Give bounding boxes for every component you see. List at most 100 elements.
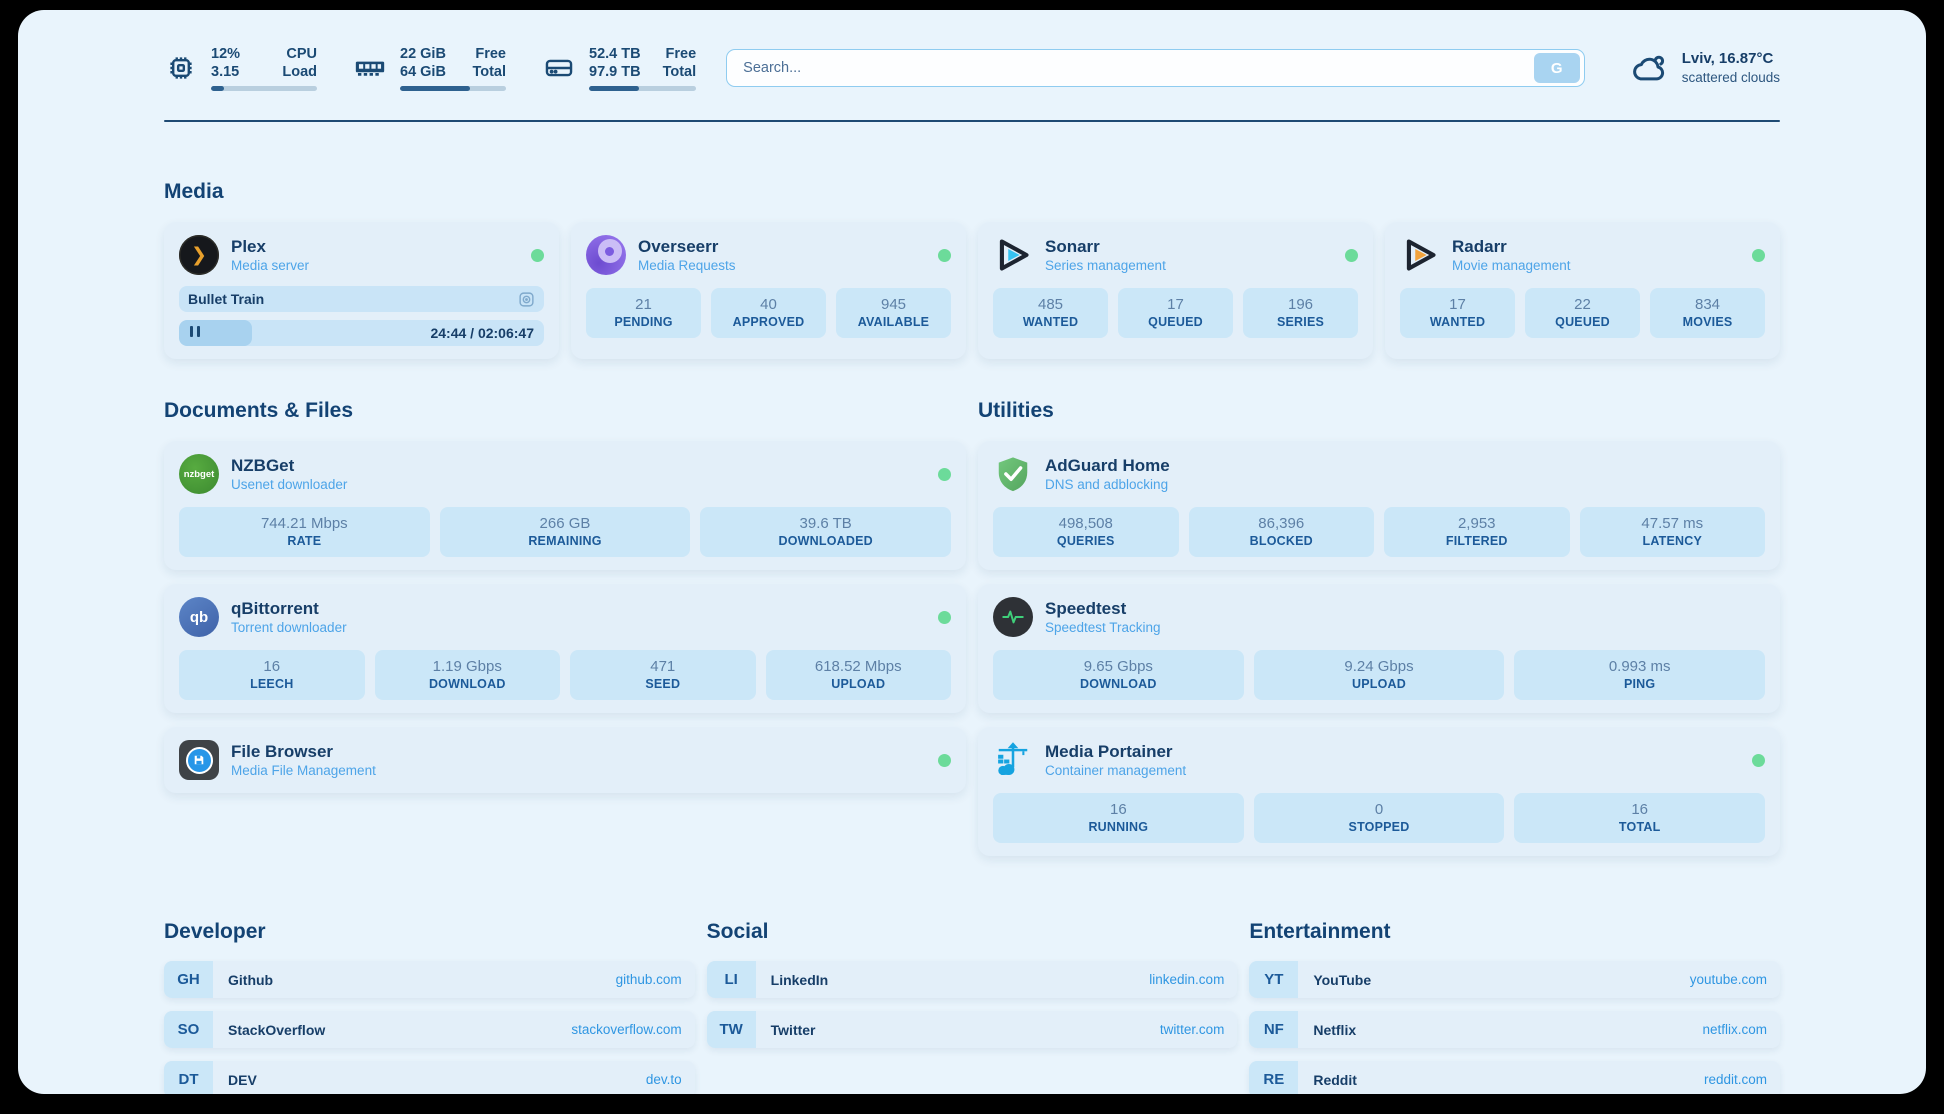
app-description: Speedtest Tracking [1045, 619, 1161, 635]
top-bar: 12% CPU 3.15 Load 22 GiB Free 64 GiB Total [164, 40, 1780, 96]
bookmark-linkedin[interactable]: LI LinkedIn linkedin.com [706, 961, 1238, 998]
stat-stopped: 0 STOPPED [1253, 793, 1505, 843]
bookmark-name: YouTube [1313, 971, 1372, 988]
cpu-usage-value: 12% [211, 46, 241, 62]
app-card-sonarr[interactable]: Sonarr Series management 485 WANTED 17 QUE… [978, 222, 1373, 359]
disk-free-value: 52.4 TB [589, 46, 641, 62]
bookmark-url: dev.to [645, 1072, 682, 1087]
bookmark-stackoverflow[interactable]: SO StackOverflow stackoverflow.com [164, 1011, 695, 1048]
app-title: Sonarr [1045, 236, 1100, 256]
status-dot-online [1345, 248, 1358, 262]
weather-widget: Lviv, 16.87°C scattered clouds [1629, 48, 1780, 88]
stat-queries: 498,508 QUERIES [993, 507, 1179, 557]
stat-queued: 22 QUEUED [1525, 288, 1640, 338]
stat-queued: 17 QUEUED [1118, 288, 1233, 338]
app-card-overseerr[interactable]: Overseerr Media Requests 21 PENDING 40 APP… [571, 222, 966, 359]
section-title-utilities: Utilities [978, 399, 1054, 422]
stat-download: 9.65 Gbps DOWNLOAD [993, 650, 1244, 700]
ram-free-value: 22 GiB [400, 46, 446, 62]
stat-seed: 471 SEED [570, 650, 756, 700]
app-description: Media Requests [638, 257, 736, 273]
bookmark-name: Reddit [1313, 1071, 1357, 1088]
filebrowser-icon [179, 740, 219, 780]
ram-label-top: Free [475, 46, 506, 62]
app-card-adguard[interactable]: AdGuard Home DNS and adblocking 498,508 Q… [978, 441, 1780, 570]
app-description: Usenet downloader [231, 476, 348, 492]
bookmark-reddit[interactable]: RE Reddit reddit.com [1249, 1061, 1780, 1094]
stat-download: 1.19 Gbps DOWNLOAD [374, 650, 560, 700]
app-description: DNS and adblocking [1045, 476, 1169, 492]
plex-playback-progress: 24:44 / 02:06:47 [179, 320, 544, 346]
bookmark-youtube[interactable]: YT YouTube youtube.com [1249, 961, 1780, 998]
bookmark-section-developer: Developer GH Github github.com SO StackO… [164, 920, 695, 1094]
bookmark-name: StackOverflow [228, 1021, 326, 1038]
app-card-speedtest[interactable]: Speedtest Speedtest Tracking 9.65 Gbps DO… [978, 584, 1780, 713]
bookmark-url: reddit.com [1703, 1072, 1767, 1087]
app-card-qbittorrent[interactable]: qb qBittorrent Torrent downloader 16 LEEC… [164, 584, 966, 713]
bookmark-name: Twitter [770, 1021, 816, 1038]
search-engine-button[interactable]: G [1533, 53, 1580, 83]
ram-icon [355, 61, 385, 76]
bookmark-github[interactable]: GH Github github.com [164, 961, 695, 998]
stat-wanted: 485 WANTED [993, 288, 1108, 338]
cpu-icon [170, 57, 192, 79]
portainer-icon [993, 740, 1033, 780]
app-description: Movie management [1452, 257, 1571, 273]
stat-downloaded: 39.6 TB DOWNLOADED [700, 507, 951, 557]
app-title: Plex [231, 236, 266, 256]
stat-running: 16 RUNNING [993, 793, 1244, 843]
disk-label-top: Free [665, 46, 697, 62]
bookmark-abbr: NF [1249, 1011, 1299, 1048]
stat-total: 16 TOTAL [1514, 793, 1765, 843]
cpu-label-bottom: Load [282, 64, 317, 80]
bookmark-netflix[interactable]: NF Netflix netflix.com [1249, 1011, 1780, 1048]
search-bar: G [726, 49, 1585, 87]
adguard-icon [993, 454, 1033, 494]
bookmark-name: Netflix [1313, 1021, 1357, 1038]
app-card-plex[interactable]: ❯ Plex Media server Bullet Train 24:44 /… [164, 222, 559, 359]
app-description: Media server [231, 257, 310, 273]
app-title: Speedtest [1045, 598, 1127, 618]
bookmark-name: LinkedIn [770, 971, 829, 988]
app-card-filebrowser[interactable]: File Browser Media File Management [164, 727, 966, 793]
utilities-column: Utilities AdGuard Home [978, 399, 1780, 856]
bookmark-abbr: RE [1249, 1061, 1299, 1094]
app-description: Torrent downloader [231, 619, 347, 635]
dashboard-panel: 12% CPU 3.15 Load 22 GiB Free 64 GiB Total [18, 10, 1926, 1094]
stat-latency: 47.57 ms LATENCY [1579, 507, 1765, 557]
stat-rate: 744.21 Mbps RATE [179, 507, 430, 557]
disk-total-value: 97.9 TB [589, 64, 641, 80]
stat-series: 196 SERIES [1243, 288, 1358, 338]
bookmark-abbr: YT [1249, 961, 1299, 998]
app-title: AdGuard Home [1045, 455, 1170, 475]
ram-progress-bar [400, 86, 506, 91]
app-description: Media File Management [231, 762, 376, 778]
bookmark-dev[interactable]: DT DEV dev.to [164, 1061, 695, 1094]
stat-movies: 834 MOVIES [1650, 288, 1765, 338]
bookmark-url: github.com [615, 972, 682, 987]
cpu-stat: 12% CPU 3.15 Load [164, 45, 317, 91]
stat-approved: 40 APPROVED [711, 288, 826, 338]
app-description: Container management [1045, 762, 1187, 778]
status-dot-online [531, 248, 544, 262]
section-title-developer: Developer [164, 920, 266, 943]
app-card-radarr[interactable]: Radarr Movie management 17 WANTED 22 QUEUE… [1385, 222, 1780, 359]
search-input[interactable] [726, 49, 1585, 87]
app-card-nzbget[interactable]: nzbget NZBGet Usenet downloader 744.21 M… [164, 441, 966, 570]
stat-blocked: 86,396 BLOCKED [1188, 507, 1374, 557]
app-title: File Browser [231, 741, 334, 761]
sonarr-icon [993, 235, 1033, 275]
bookmark-url: stackoverflow.com [571, 1022, 682, 1037]
stat-pending: 21 PENDING [586, 288, 701, 338]
nzbget-icon: nzbget [179, 454, 219, 494]
stat-remaining: 266 GB REMAINING [439, 507, 691, 557]
bookmark-section-social: Social LI LinkedIn linkedin.com TW Twitt… [706, 920, 1238, 1094]
bookmark-name: Github [228, 971, 274, 988]
app-title: qBittorrent [231, 598, 319, 618]
cpu-load-value: 3.15 [211, 64, 240, 80]
weather-summary: Lviv, 16.87°C [1681, 50, 1774, 67]
cpu-progress-bar [211, 86, 317, 91]
bookmark-twitter[interactable]: TW Twitter twitter.com [706, 1011, 1238, 1048]
app-card-portainer[interactable]: Media Portainer Container management 16 R… [978, 727, 1780, 856]
app-title: Overseerr [638, 236, 719, 256]
